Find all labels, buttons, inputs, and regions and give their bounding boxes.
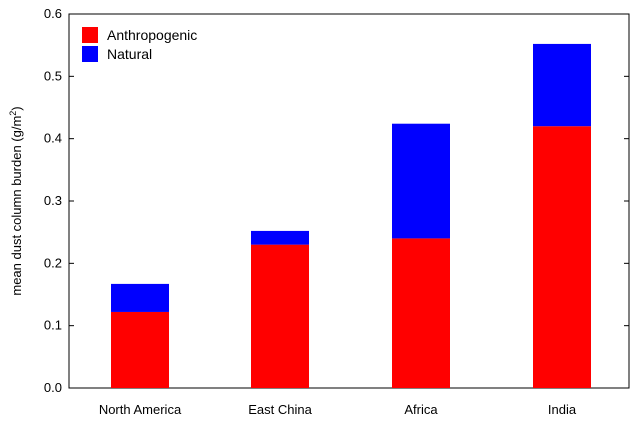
x-tick-label: North America: [99, 402, 182, 417]
bar-north-america-natural: [111, 283, 169, 312]
x-axis: North America East China Africa India: [99, 402, 577, 417]
legend-swatch-natural: [82, 46, 98, 62]
y-tick-label: 0.0: [44, 380, 62, 395]
bar-india-anthropogenic: [533, 126, 591, 388]
bar-india-natural: [533, 43, 591, 127]
legend-label-natural: Natural: [107, 46, 152, 62]
bar-africa-natural: [392, 123, 450, 239]
legend: Anthropogenic Natural: [82, 27, 197, 62]
legend-label-anthropogenic: Anthropogenic: [107, 27, 197, 43]
y-tick-label: 0.6: [44, 6, 62, 21]
y-axis: 0.0 0.1 0.2 0.3 0.4 0.5 0.6: [44, 6, 629, 395]
bar-east-china-anthropogenic: [251, 244, 309, 388]
y-tick-label: 0.2: [44, 255, 62, 270]
y-tick-label: 0.3: [44, 193, 62, 208]
bar-africa-anthropogenic: [392, 238, 450, 388]
bar-north-america-anthropogenic: [111, 311, 169, 388]
y-tick-label: 0.1: [44, 318, 62, 333]
y-axis-title: mean dust column burden (g/m2): [8, 106, 24, 295]
legend-swatch-anthropogenic: [82, 27, 98, 43]
y-tick-label: 0.5: [44, 68, 62, 83]
y-axis-title-superscript: 2: [8, 111, 18, 116]
bars-group: [111, 43, 591, 388]
x-tick-label: India: [548, 402, 577, 417]
x-tick-label: East China: [248, 402, 312, 417]
x-tick-label: Africa: [404, 402, 438, 417]
bar-east-china-natural: [251, 230, 309, 245]
y-tick-label: 0.4: [44, 131, 62, 146]
